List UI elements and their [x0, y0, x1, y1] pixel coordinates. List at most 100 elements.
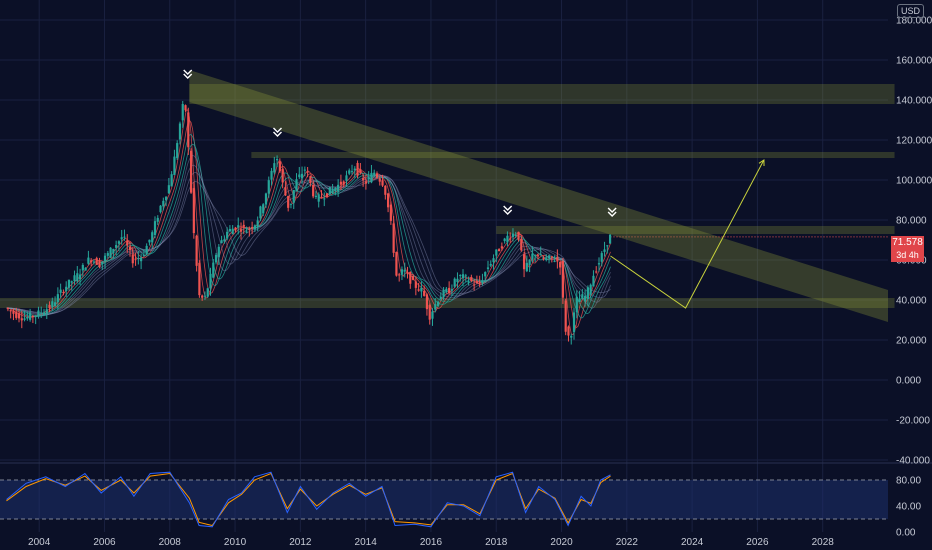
candle-body — [425, 294, 429, 310]
candle-body — [214, 254, 218, 263]
candle-body — [76, 273, 79, 282]
candle-body — [137, 258, 140, 260]
candle-body — [31, 315, 34, 317]
candle-body — [162, 200, 165, 207]
candle-body — [278, 161, 281, 172]
candle-body — [367, 176, 370, 180]
candle-body — [434, 304, 437, 310]
candle-body — [450, 289, 454, 291]
candle-body — [586, 287, 589, 299]
y-tick-label: -40.000 — [896, 456, 930, 467]
candle-body — [51, 301, 54, 308]
y-tick-label: 160.000 — [896, 56, 932, 67]
time-axis[interactable]: 2004 2006 2008 2010 2012 2014 2016 2018 2020 2022… — [28, 537, 834, 548]
candle-body — [406, 272, 409, 274]
candle-body — [381, 180, 384, 186]
x-tick-label: 2024 — [681, 537, 704, 548]
candle-body — [62, 292, 65, 294]
candle-body — [331, 188, 334, 194]
candle-body — [134, 258, 137, 260]
candle-body — [442, 289, 445, 298]
candle-body — [45, 309, 48, 314]
candle-body — [578, 298, 581, 303]
candle-body — [98, 261, 101, 268]
candle-body — [481, 280, 484, 284]
candle-body — [456, 278, 459, 282]
bar-countdown: 3d 4h — [896, 250, 919, 260]
trend-channel — [189, 70, 889, 322]
candle-body — [234, 227, 237, 231]
candle-body — [597, 263, 601, 265]
candle-body — [423, 290, 426, 296]
y-tick-label: 140.000 — [896, 96, 932, 107]
candle-body — [103, 255, 107, 262]
oscillator-tick-label: 40.00 — [896, 502, 921, 513]
candle-body — [284, 187, 287, 196]
x-tick-label: 2006 — [93, 537, 116, 548]
projection-path — [610, 159, 765, 309]
stochastic-oscillator: 80.00 40.00 0.00 — [0, 471, 921, 539]
candle-body — [192, 188, 195, 234]
candle-body — [29, 312, 32, 320]
candle-body — [542, 258, 545, 260]
candle-body — [398, 274, 401, 276]
candle-body — [556, 257, 559, 262]
peak-marker-icon — [503, 205, 513, 215]
candle-body — [373, 172, 376, 176]
candle-body — [520, 238, 523, 251]
x-tick-label: 2022 — [616, 537, 639, 548]
candle-body — [342, 181, 345, 185]
oscillator-band — [0, 480, 888, 519]
candle-body — [362, 178, 365, 181]
candle-body — [409, 272, 412, 284]
x-tick-label: 2004 — [28, 537, 51, 548]
candle-body — [303, 169, 306, 171]
candle-body — [448, 287, 451, 294]
candle-body — [262, 204, 265, 214]
peak-marker-icon — [183, 69, 193, 79]
candle-body — [181, 104, 184, 121]
candle-body — [242, 224, 245, 227]
y-tick-label: 120.000 — [896, 136, 932, 147]
y-tick-label: 20.000 — [896, 336, 927, 347]
candlestick-series — [6, 100, 612, 345]
price-axis[interactable]: 180.000 160.000 140.000 120.000 100.000 80.00… — [896, 16, 932, 467]
candle-body — [492, 258, 495, 263]
candle-body — [470, 277, 473, 282]
moving-average — [6, 164, 611, 315]
candle-body — [595, 271, 598, 273]
candle-body — [164, 196, 168, 201]
candle-body — [300, 173, 304, 179]
candle-body — [184, 105, 187, 111]
candle-body — [564, 300, 567, 332]
candle-body — [117, 241, 121, 244]
candle-body — [328, 187, 331, 195]
candle-body — [317, 194, 320, 202]
candle-body — [131, 254, 134, 264]
candle-body — [359, 169, 362, 173]
candle-body — [156, 217, 159, 222]
candle-body — [436, 301, 440, 306]
candle-body — [389, 204, 392, 221]
currency-label[interactable]: USD — [896, 4, 924, 18]
moving-average — [6, 172, 611, 315]
candle-body — [78, 274, 82, 280]
candle-body — [237, 225, 240, 228]
candle-body — [206, 288, 209, 297]
candle-body — [15, 311, 18, 318]
candle-body — [559, 262, 562, 268]
candle-body — [312, 184, 315, 197]
candle-body — [120, 237, 123, 240]
candle-body — [101, 261, 104, 264]
y-tick-label: -20.000 — [896, 416, 930, 427]
candle-body — [220, 240, 223, 244]
candle-body — [270, 170, 273, 180]
candle-body — [81, 264, 84, 271]
candle-body — [528, 259, 531, 265]
x-tick-label: 2010 — [224, 537, 247, 548]
candle-body — [592, 275, 595, 287]
candle-body — [73, 275, 76, 282]
candle-body — [453, 278, 456, 287]
